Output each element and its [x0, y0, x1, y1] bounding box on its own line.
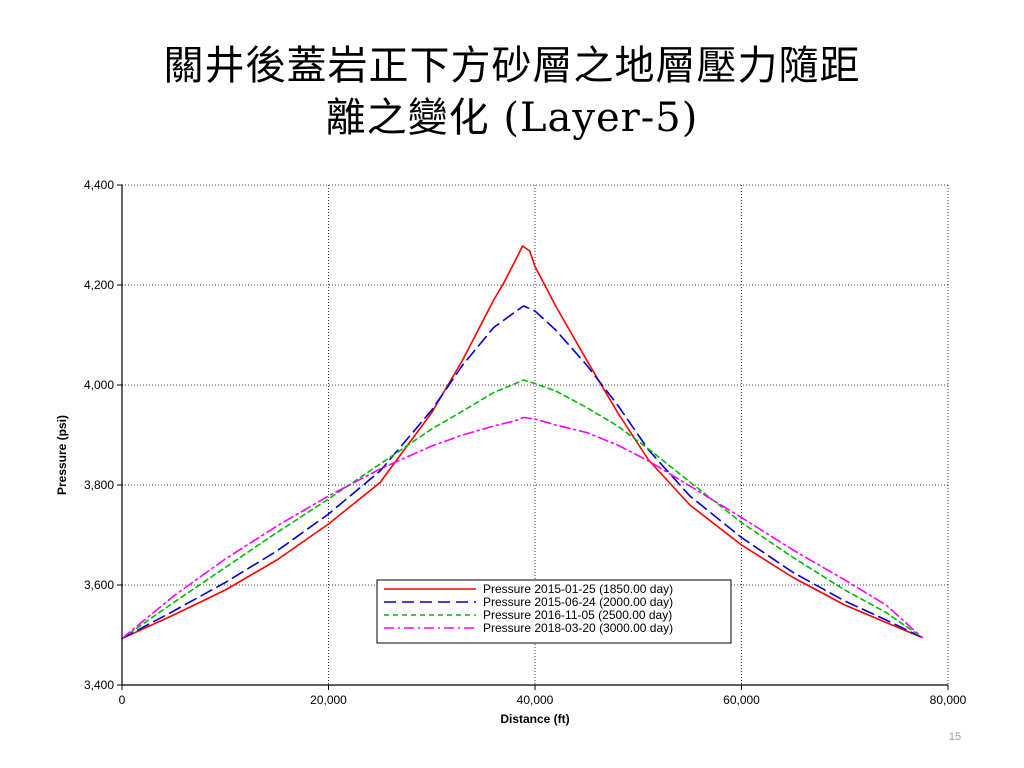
series-line-2	[121, 305, 924, 640]
y-axis-title: Pressure (psi)	[55, 415, 69, 495]
series-lines	[121, 245, 924, 640]
page-number: 15	[949, 731, 961, 743]
y-tick-label: 3,600	[84, 578, 114, 592]
y-tick-label: 3,400	[84, 678, 114, 692]
x-tick-label: 80,000	[930, 693, 967, 707]
legend-box	[376, 579, 732, 644]
series-line-4	[121, 416, 924, 640]
x-axis-title: Distance (ft)	[500, 712, 569, 726]
tick-labels: 0 20,000 40,000 60,000 80,000 3,400 3,600 3,800…	[84, 178, 967, 707]
grid-lines	[122, 184, 949, 685]
y-tick-label: 4,000	[84, 378, 114, 392]
legend-label-1: Pressure 2015-01-25 (1850.00 day)	[483, 582, 673, 596]
x-tick-label: 0	[119, 693, 126, 707]
legend-label-3: Pressure 2016-11-05 (2500.00 day)	[483, 608, 672, 622]
slide-title-line-1: 關井後蓋岩正下方砂層之地層壓力隨距	[163, 43, 861, 89]
x-tick-label: 40,000	[517, 693, 554, 707]
x-tick-label: 60,000	[723, 693, 760, 707]
slide-title-line-2: 離之變化 (Layer-5)	[325, 95, 699, 141]
series-line-1	[121, 245, 924, 640]
series-line-3	[121, 379, 924, 640]
slide-title: 關井後蓋岩正下方砂層之地層壓力隨距 離之變化 (Layer-5)	[40, 40, 984, 144]
x-tick-label: 20,000	[310, 693, 347, 707]
y-tick-label: 4,200	[84, 278, 114, 292]
axes	[117, 184, 949, 690]
legend: Pressure 2015-01-25 (1850.00 day)Pressur…	[376, 579, 732, 644]
legend-label-2: Pressure 2015-06-24 (2000.00 day)	[483, 595, 673, 609]
y-tick-label: 4,400	[84, 178, 114, 192]
y-tick-label: 3,800	[84, 478, 114, 492]
legend-label-4: Pressure 2018-03-20 (3000.00 day)	[483, 621, 673, 635]
